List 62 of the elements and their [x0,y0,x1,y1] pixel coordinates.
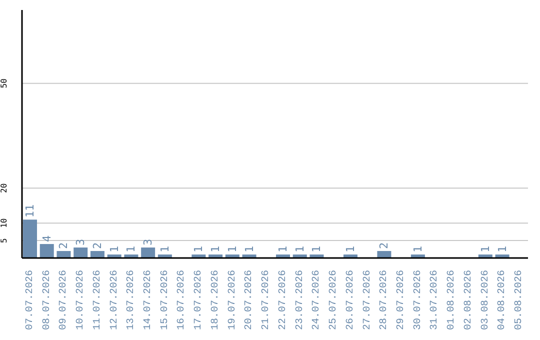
data-label: 4 [40,235,54,242]
data-label: 1 [478,246,492,253]
x-tick-label: 04.08.2026 [497,270,508,330]
data-label: 2 [378,242,391,250]
bar [23,220,37,258]
bar [90,251,104,258]
x-tick-label: 08.07.2026 [42,270,53,330]
x-tick-label: 28.07.2026 [379,270,390,330]
data-label: 3 [142,238,155,246]
y-tick-label: 20 [0,183,8,193]
data-label: 1 [108,246,121,253]
x-tick-label: 30.07.2026 [412,270,424,330]
y-tick-label: 50 [0,78,8,88]
data-label: 1 [158,246,172,253]
data-label: 1 [242,246,256,253]
bar [377,251,392,258]
y-tick-label: 5 [0,238,8,243]
x-tick-label: 25.07.2026 [328,270,340,330]
data-label: 1 [411,246,424,253]
x-tick-label: 20.07.2026 [244,270,256,330]
x-tick-label: 12.07.2026 [109,270,120,330]
data-label: 1 [496,246,509,253]
x-tick-label: 07.07.2026 [24,270,36,330]
x-tick-label: 11.07.2026 [92,270,104,330]
x-tick-label: 16.07.2026 [176,270,188,330]
bar [141,248,156,258]
data-label: 2 [57,242,70,250]
x-tick-label: 05.08.2026 [514,270,526,330]
x-tick-label: 31.07.2026 [430,270,441,330]
x-tick-label: 03.08.2026 [480,270,492,330]
x-tick-label: 02.08.2026 [463,270,474,330]
x-tick-label: 10.07.2026 [76,270,87,330]
data-label: 1 [226,246,239,253]
data-label: 1 [124,246,138,253]
x-tick-label: 15.07.2026 [160,270,171,330]
data-label: 1 [209,246,222,253]
x-tick-label: 09.07.2026 [58,270,70,330]
x-tick-label: 18.07.2026 [210,270,222,330]
x-tick-label: 19.07.2026 [227,270,238,330]
x-tick-label: 22.07.2026 [278,270,289,330]
data-label: 1 [293,246,306,253]
x-tick-label: 26.07.2026 [345,270,356,330]
data-label: 1 [344,246,357,253]
x-tick-label: 24.07.2026 [312,270,323,330]
x-tick-label: 01.08.2026 [446,270,458,330]
data-label: 11 [24,204,36,218]
x-tick-label: 17.07.2026 [194,270,205,330]
data-label: 1 [192,246,206,253]
x-tick-label: 14.07.2026 [143,270,154,330]
bar [40,244,54,258]
y-tick-label: 10 [0,218,8,228]
x-tick-label: 21.07.2026 [261,270,272,330]
data-label: 1 [276,246,290,253]
data-label: 2 [90,242,104,250]
data-label: 3 [74,238,88,246]
x-tick-label: 29.07.2026 [396,270,407,330]
data-label: 1 [310,246,324,253]
bar [56,251,71,258]
x-tick-label: 23.07.2026 [294,270,306,330]
x-tick-label: 13.07.2026 [126,270,138,330]
bar [74,248,88,258]
x-tick-label: 27.07.2026 [362,270,374,330]
